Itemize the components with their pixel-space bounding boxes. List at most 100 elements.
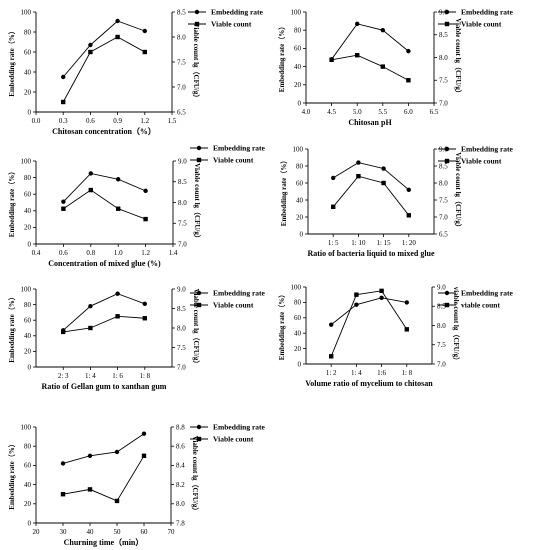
- series-line-viable-count: [331, 54, 409, 81]
- series-line-viable-count: [332, 175, 410, 216]
- y-left-axis-title: Embedding rate（%）: [8, 440, 16, 509]
- series-line-embedding-rate: [63, 172, 146, 202]
- y-left-tick-label: 100: [293, 145, 304, 153]
- y-right-tick-label: 7.0: [178, 240, 187, 248]
- data-point-square: [61, 99, 66, 105]
- legend-marker-square: [444, 21, 450, 27]
- y-right-tick-label: 8.2: [176, 481, 185, 489]
- y-right-tick-label: 8.0: [178, 199, 187, 207]
- legend-label: Embedding rate: [211, 8, 264, 17]
- y-right-axis-title: Viable count lg（CFU/g）: [191, 436, 199, 515]
- y-left-tick-label: 60: [24, 317, 32, 325]
- series-line-embedding-rate: [332, 162, 410, 191]
- y-right-tick-label: 6.5: [439, 230, 448, 238]
- legend-marker-circle: [444, 9, 450, 15]
- data-point-circle: [380, 28, 385, 33]
- series-line-viable-count: [62, 36, 146, 103]
- data-point-square: [142, 316, 147, 321]
- y-left-tick-label: 40: [294, 63, 302, 71]
- series-line-embedding-rate: [331, 23, 409, 60]
- data-point-circle: [143, 188, 148, 194]
- y-right-tick-label: 7.5: [177, 344, 186, 352]
- y-left-tick-label: 0: [298, 360, 302, 368]
- legend-marker-square: [194, 21, 200, 27]
- data-point-square: [354, 292, 359, 297]
- chart-panel-6: 0 20 40 60 80 100 7.0 7.5 8.0 8.5 9.0 1: 2 1: 4 1:6 1:…: [278, 283, 514, 388]
- y-left-tick-label: 0: [300, 230, 304, 238]
- series-line-embedding-rate: [330, 297, 407, 326]
- y-right-axis-title: Viable count lg（CFU/g）: [454, 18, 462, 97]
- x-tick-label: 40: [87, 528, 95, 536]
- data-point-square: [141, 453, 147, 458]
- x-tick-label: 1.2: [140, 117, 149, 125]
- y-right-tick-label: 8.5: [178, 178, 187, 186]
- data-point-square: [380, 64, 385, 69]
- data-point-square: [61, 206, 66, 211]
- y-left-tick-label: 80: [24, 443, 32, 451]
- y-right-tick-label: 8.0: [177, 324, 186, 332]
- y-left-tick-label: 20: [296, 213, 304, 221]
- series-line-viable-count: [330, 290, 408, 357]
- x-tick-label: 0.3: [59, 117, 68, 125]
- data-point-square: [87, 487, 93, 492]
- data-point-circle: [406, 187, 411, 192]
- data-point-circle: [116, 177, 121, 182]
- y-left-axis-title: Embedding rate（%）: [8, 27, 16, 96]
- x-tick-label: 0.6: [86, 117, 95, 125]
- data-point-square: [355, 53, 360, 58]
- y-right-tick-label: 8.0: [439, 179, 448, 187]
- series-line-viable-count: [63, 189, 146, 220]
- data-point-circle: [88, 303, 93, 309]
- x-tick-label: 1: 5: [328, 239, 339, 247]
- x-tick-label: 1.5: [168, 117, 177, 125]
- data-point-square: [115, 34, 120, 40]
- y-left-tick-label: 0: [298, 99, 302, 107]
- x-tick-label: 4.0: [302, 108, 311, 116]
- x-tick-label: 0.9: [113, 117, 122, 125]
- x-tick-label: 1:6: [377, 369, 386, 377]
- y-left-tick-label: 100: [21, 285, 32, 293]
- y-right-tick-label: 8.6: [176, 443, 185, 451]
- chart-panel-3: 0 20 40 60 80 100 7.0 7.5 8.0 8.5 9.0 0.4 0.6 0.8 1.0 1…: [8, 144, 266, 268]
- y-left-tick-label: 0: [28, 108, 32, 116]
- y-right-tick-label: 7.5: [177, 58, 186, 66]
- y-right-tick-label: 7.5: [439, 77, 448, 85]
- y-right-tick-label: 7.0: [439, 213, 448, 221]
- data-point-circle: [142, 301, 147, 307]
- y-left-tick-label: 80: [24, 174, 32, 182]
- chart-panel-1: 0 20 40 60 80 100 6.5 7.0 7.5 8.0 8.5 0.0 0.3 0.6 0.9 1…: [8, 8, 264, 136]
- x-tick-label: 70: [168, 528, 176, 536]
- x-axis-title: Chitosan pH: [348, 118, 392, 127]
- y-left-tick-label: 20: [294, 81, 302, 89]
- x-axis-title: Ratio of Gellan gum to xanthan gum: [42, 382, 167, 391]
- data-point-circle: [115, 18, 120, 24]
- data-point-circle: [141, 431, 147, 436]
- x-tick-label: 60: [141, 528, 149, 536]
- data-point-circle: [61, 74, 66, 80]
- legend-marker-circle: [196, 145, 202, 151]
- data-point-square: [329, 57, 334, 62]
- y-right-tick-label: 8.5: [177, 305, 186, 313]
- y-right-tick-label: 8.5: [177, 8, 186, 16]
- y-right-tick-label: 7.5: [178, 220, 187, 228]
- y-right-tick-label: 8.0: [177, 33, 186, 41]
- x-tick-label: 1: 4: [85, 372, 96, 380]
- data-point-square: [115, 314, 120, 319]
- data-point-circle: [88, 42, 93, 48]
- y-right-tick-label: 7.0: [437, 360, 446, 368]
- y-left-tick-label: 100: [291, 8, 302, 16]
- y-right-tick-label: 8.5: [439, 31, 448, 39]
- y-left-tick-label: 20: [24, 500, 32, 508]
- y-left-tick-label: 0: [28, 519, 32, 527]
- data-point-circle: [61, 199, 66, 204]
- y-left-tick-label: 60: [294, 45, 302, 53]
- series-line-embedding-rate: [62, 433, 145, 464]
- y-left-tick-label: 100: [21, 423, 32, 431]
- data-point-circle: [88, 171, 94, 176]
- x-tick-label: 1.2: [141, 249, 150, 257]
- legend-marker-square: [444, 302, 450, 308]
